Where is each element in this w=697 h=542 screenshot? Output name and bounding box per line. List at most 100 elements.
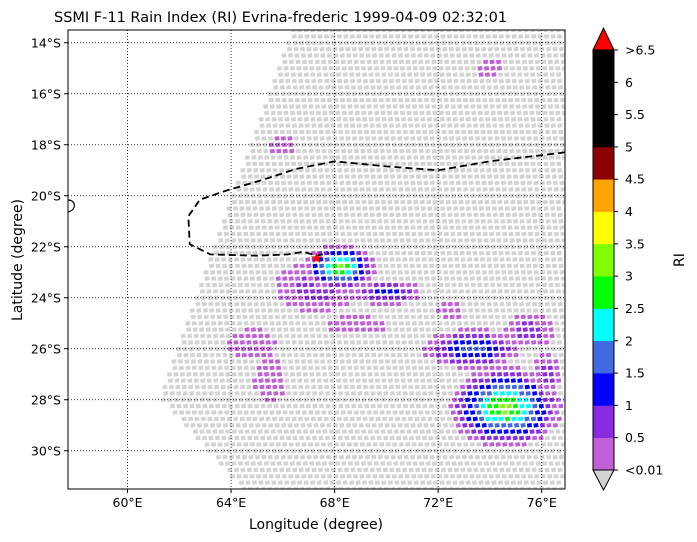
swath-cell — [218, 461, 224, 466]
swath-cell — [456, 53, 462, 58]
swath-cell — [277, 199, 283, 205]
swath-cell — [434, 301, 440, 307]
swath-cell — [417, 187, 423, 192]
swath-cell — [250, 282, 256, 288]
swath-cell — [239, 416, 245, 422]
swath-cell — [556, 416, 562, 422]
swath-cell — [250, 365, 256, 371]
swath-cell — [265, 123, 272, 128]
swath-cell — [266, 257, 272, 262]
swath-cell — [334, 148, 340, 154]
swath-cell — [459, 416, 465, 422]
swath-cell — [454, 40, 460, 46]
swath-cell — [379, 442, 385, 447]
swath-cell — [461, 263, 467, 269]
swath-cell — [514, 473, 520, 479]
swath-cell — [295, 442, 301, 447]
swath-cell — [183, 352, 189, 358]
swath-cell — [310, 448, 316, 454]
swath-cell — [518, 467, 524, 473]
swath-cell — [557, 212, 563, 218]
swath-cell — [513, 91, 519, 97]
swath-cell — [392, 238, 399, 243]
swath-cell — [510, 30, 516, 33]
swath-cell — [364, 403, 370, 409]
swath-cell — [561, 110, 565, 116]
swath-cell — [433, 340, 440, 345]
swath-cell — [483, 59, 489, 65]
swath-cell — [256, 365, 262, 371]
swath-cell — [479, 295, 485, 301]
swath-cell — [505, 167, 511, 173]
swath-cell — [199, 289, 206, 294]
swath-cell — [517, 161, 523, 167]
swath-cell — [493, 129, 499, 135]
swath-cell — [309, 397, 315, 403]
swath-cell — [446, 116, 452, 122]
swath-cell — [455, 308, 461, 313]
swath-cell — [236, 442, 242, 447]
swath-cell — [382, 34, 388, 39]
swath-cell — [267, 308, 273, 313]
swath-cell — [260, 391, 266, 396]
swath-cell — [307, 359, 313, 364]
swath-cell — [460, 123, 466, 128]
swath-cell — [246, 167, 252, 173]
swath-cell — [440, 295, 446, 301]
swath-cell — [410, 225, 416, 230]
swath-cell — [394, 448, 400, 454]
swath-cell — [326, 314, 332, 320]
swath-cell — [428, 391, 434, 396]
swath-cell — [506, 85, 512, 90]
swath-cell — [408, 257, 414, 262]
swath-cell — [457, 104, 463, 109]
swath-cell — [365, 53, 371, 58]
swath-cell — [298, 340, 304, 345]
swath-cell — [473, 301, 479, 307]
swath-cell — [409, 403, 415, 409]
swath-cell — [483, 282, 489, 288]
swath-cell — [521, 276, 527, 281]
swath-cell — [418, 282, 425, 288]
swath-cell — [235, 454, 241, 460]
swath-cell — [368, 480, 374, 485]
swath-cell — [286, 129, 292, 135]
swath-cell — [357, 174, 363, 179]
swath-cell — [422, 129, 428, 135]
swath-cell — [544, 257, 550, 262]
swath-cell — [312, 85, 318, 90]
swath-cell — [532, 218, 538, 224]
swath-cell — [272, 384, 278, 390]
swath-cell — [548, 110, 555, 116]
swath-cell — [481, 269, 487, 275]
swath-cell — [470, 238, 476, 243]
swath-cell — [226, 295, 232, 301]
swath-cell — [382, 167, 388, 173]
swath-cell — [265, 384, 272, 390]
swath-cell — [492, 167, 498, 173]
swath-cell — [470, 327, 477, 332]
swath-cell — [316, 30, 322, 33]
swath-cell — [289, 193, 295, 199]
swath-cell — [216, 422, 222, 428]
swath-cell — [383, 40, 389, 46]
swath-cell — [271, 206, 277, 211]
swath-cell — [298, 78, 304, 84]
swath-cell — [538, 218, 545, 224]
swath-cell — [337, 167, 343, 173]
swath-cell — [328, 371, 334, 377]
swath-cell — [267, 218, 273, 224]
swath-cell — [432, 327, 438, 332]
swath-cell — [259, 340, 265, 345]
swath-cell — [390, 263, 396, 269]
swath-cell — [441, 129, 447, 135]
swath-cell — [394, 378, 400, 383]
swath-cell — [209, 308, 215, 313]
swath-cell — [466, 467, 473, 473]
swath-cell — [319, 422, 326, 428]
swath-cell — [406, 327, 412, 332]
swath-cell — [505, 34, 511, 39]
swath-cell — [418, 148, 424, 154]
swath-cell — [499, 403, 506, 409]
swath-cell — [178, 410, 185, 415]
